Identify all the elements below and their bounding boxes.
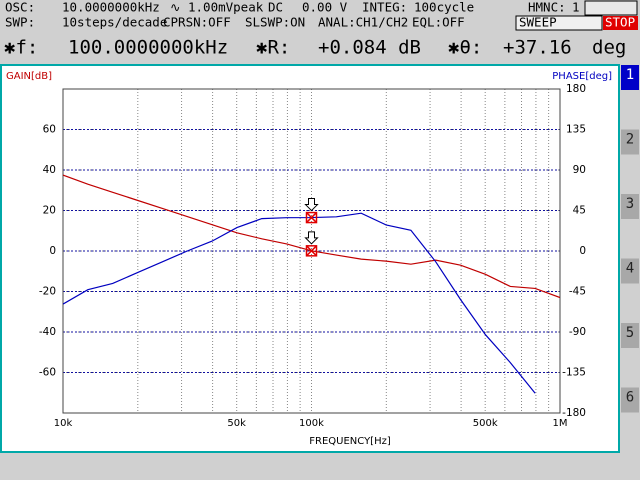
tab[interactable]: [621, 387, 639, 413]
label: INTEG:: [362, 0, 407, 15]
readout-label: ✱θ:: [448, 37, 482, 59]
y-tick-label: -60: [39, 367, 56, 379]
value: 0.00 V: [302, 0, 348, 15]
value: 100cycle: [414, 0, 474, 15]
sweep-label[interactable]: SWEEP: [519, 15, 557, 30]
value: 1: [572, 0, 580, 15]
cursor-cross: [305, 245, 318, 257]
y2-tick-label: -135: [562, 367, 586, 379]
cursor-cross: [305, 212, 318, 224]
value: 10steps/decade: [62, 15, 167, 30]
x-tick-label: 100k: [299, 418, 324, 429]
y2-tick-label: 45: [573, 205, 586, 217]
readout-value: +37.16: [503, 37, 572, 59]
y-tick-label: -40: [39, 326, 56, 338]
x-tick-label: 50k: [227, 418, 246, 429]
indicator-box: [584, 0, 638, 16]
x-tick-label: 1M: [553, 418, 568, 429]
tab-label[interactable]: 1: [626, 67, 634, 83]
readout-label: ✱R:: [256, 37, 290, 59]
tab[interactable]: [621, 65, 639, 90]
tab-label[interactable]: 6: [626, 390, 634, 406]
value: ANAL:CH1/CH2: [318, 15, 408, 30]
readout-value: 100.0000000kHz: [68, 37, 228, 59]
tab[interactable]: [621, 194, 639, 219]
tab-label[interactable]: 3: [626, 196, 634, 212]
cursor-arrow: [304, 198, 319, 212]
y2-axis-label: PHASE[deg]: [552, 71, 612, 82]
y2-tick-label: 180: [566, 83, 586, 95]
y-tick-label: -20: [39, 286, 56, 298]
y-tick-label: 40: [43, 164, 56, 176]
cursor-marker: [305, 245, 318, 257]
stop-button[interactable]: [603, 16, 638, 30]
readout-label: ✱f:: [4, 37, 38, 59]
tab-label[interactable]: 4: [626, 261, 634, 277]
y2-tick-label: 135: [566, 124, 586, 136]
x-axis-label: FREQUENCY[Hz]: [309, 436, 391, 447]
value: 10.0000000kHz: [62, 0, 160, 15]
tab[interactable]: [621, 323, 639, 348]
readout-unit: deg: [592, 37, 626, 59]
x-tick-label: 10k: [54, 418, 73, 429]
value: EQL:OFF: [412, 15, 465, 30]
y-tick-label: 20: [43, 205, 56, 217]
value: DC: [268, 0, 283, 15]
label: HMNC:: [528, 0, 566, 15]
y2-tick-label: -180: [562, 407, 586, 419]
readout-value: +0.084 dB: [318, 37, 421, 59]
y2-tick-label: -90: [569, 326, 586, 338]
y2-tick-label: 0: [579, 245, 586, 257]
plot-frame: [0, 64, 620, 453]
tab-label[interactable]: 2: [626, 132, 634, 148]
x-tick-label: 500k: [473, 418, 498, 429]
label: SWP:: [5, 15, 35, 30]
y-axis-label: GAIN[dB]: [6, 71, 52, 82]
cursor-marker: [305, 211, 318, 224]
tab-label[interactable]: 5: [626, 325, 634, 341]
value: CPRSN:OFF: [163, 15, 231, 30]
y2-tick-label: -45: [569, 286, 586, 298]
plot-border: [62, 88, 561, 414]
sweep-button[interactable]: [515, 15, 603, 31]
y2-tick-label: 90: [573, 164, 586, 176]
y-tick-label: 60: [43, 124, 56, 136]
value: SLSWP:ON: [245, 15, 305, 30]
stop-label[interactable]: STOP: [605, 15, 635, 30]
tab[interactable]: [621, 258, 639, 284]
y-tick-label: 0: [49, 245, 56, 257]
label: OSC:: [5, 0, 35, 15]
tab[interactable]: [621, 129, 639, 155]
cursor-arrow: [304, 231, 319, 245]
value: ∿ 1.00mVpeak: [170, 0, 264, 15]
